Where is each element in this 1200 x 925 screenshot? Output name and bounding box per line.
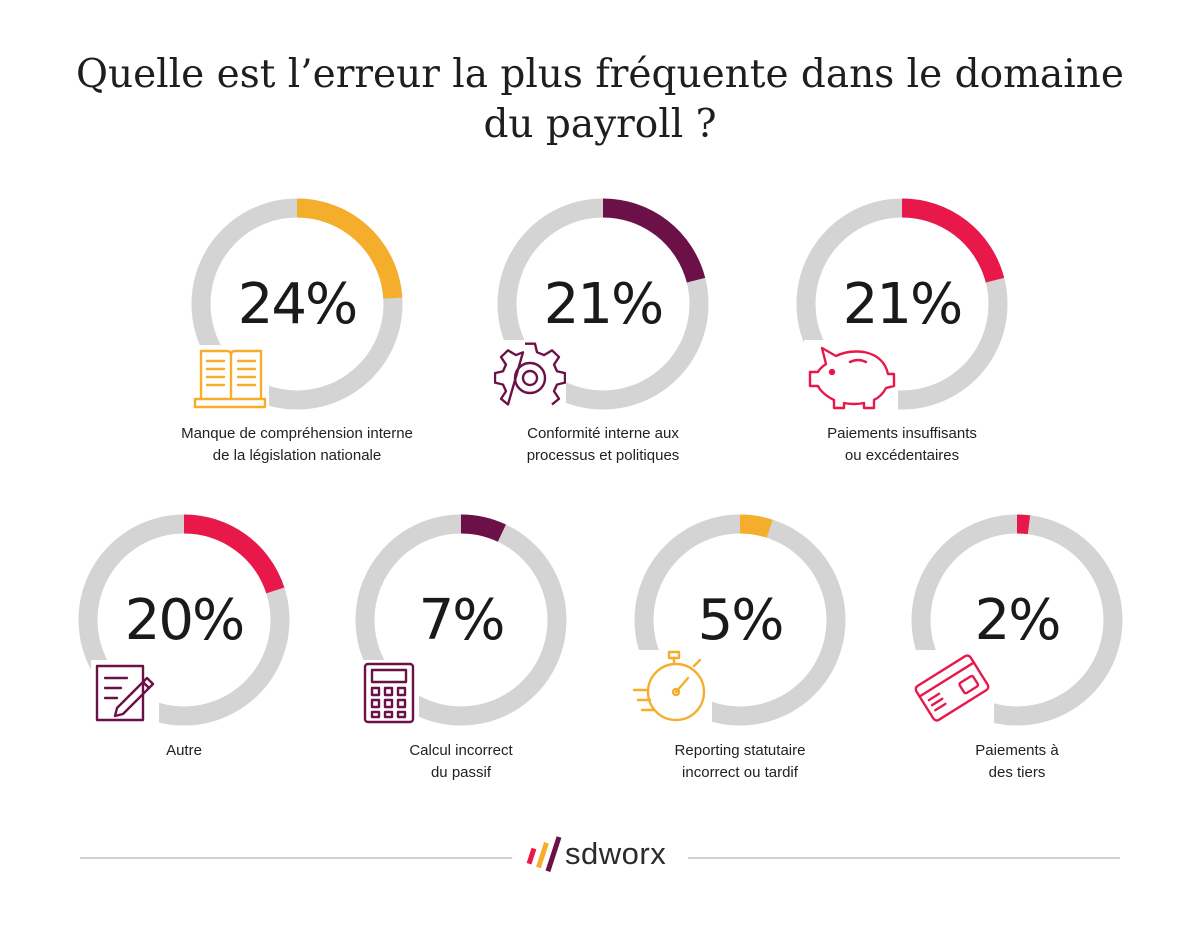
chart-title: Quelle est l’erreur la plus fréquente da…	[0, 50, 1200, 150]
donut-6-ring	[634, 514, 846, 726]
label-line: incorrect ou tardif	[682, 764, 798, 781]
donut-5-label: Calcul incorrect du passif	[321, 740, 601, 784]
donut-4: 20%	[78, 514, 290, 726]
donut-7-label: Paiements à des tiers	[877, 740, 1157, 784]
donut-2-label: Conformité interne aux processus et poli…	[463, 423, 743, 467]
logo-bar	[536, 842, 549, 869]
logo-bar	[545, 836, 562, 873]
label-line: du passif	[430, 764, 492, 781]
donut-3-ring	[796, 198, 1008, 410]
chart-title-line-1: Quelle est l’erreur la plus fréquente da…	[76, 52, 1124, 97]
label-line: Paiements à	[975, 742, 1059, 759]
label-line: Conformité interne aux	[527, 425, 679, 442]
donut-6: 5%	[634, 514, 846, 726]
donut-5: 7%	[355, 514, 567, 726]
footer-divider-right	[688, 857, 1120, 859]
label-line: des tiers	[988, 764, 1046, 781]
chart-title-line-2: du payroll ?	[483, 102, 717, 147]
logo-mark-icon	[526, 836, 562, 873]
sdworx-logo: sdworx	[523, 832, 683, 880]
label-line: Calcul incorrect	[409, 742, 513, 759]
donut-1: 24%	[191, 198, 403, 410]
donut-5-ring	[355, 514, 567, 726]
donut-3-label: Paiements insuffisants ou excédentaires	[762, 423, 1042, 467]
donut-4-ring	[78, 514, 290, 726]
donut-value-label: 24%	[237, 272, 358, 337]
label-line: Reporting statutaire	[674, 742, 806, 759]
label-line: ou excédentaires	[844, 447, 960, 464]
donut-value-label: 2%	[974, 588, 1062, 653]
donut-value-label: 5%	[697, 588, 785, 653]
donut-value-label: 21%	[842, 272, 963, 337]
donut-2: 21%	[497, 198, 709, 410]
donut-arc	[497, 198, 709, 410]
donut-2-ring	[497, 198, 709, 410]
footer-divider-left	[80, 857, 512, 859]
donut-7: 2%	[911, 514, 1123, 726]
logo-bar	[526, 847, 537, 865]
notepad-pen-icon	[91, 660, 159, 724]
donut-1-label: Manque de compréhension interne de la lé…	[157, 423, 437, 467]
donut-value-label: 20%	[124, 588, 245, 653]
label-line: Manque de compréhension interne	[181, 425, 413, 442]
logo-text: sdworx	[565, 836, 667, 871]
donut-3: 21%	[796, 198, 1008, 410]
label-line: de la législation nationale	[212, 447, 382, 464]
calculator-icon	[361, 660, 419, 726]
donut-4-label: Autre	[44, 740, 324, 762]
donut-1-ring	[191, 198, 403, 410]
label-line: Paiements insuffisants	[827, 425, 977, 442]
stopwatch-icon	[632, 650, 712, 724]
donut-arc	[78, 514, 290, 726]
donut-6-label: Reporting statutaire incorrect ou tardif	[600, 740, 880, 784]
label-line: processus et politiques	[526, 447, 680, 464]
donut-value-label: 7%	[418, 588, 506, 653]
label-line: Autre	[166, 742, 202, 759]
donut-arc	[355, 514, 567, 726]
donut-arc	[796, 198, 1008, 410]
credit-card-icon	[910, 650, 994, 724]
donut-arc	[634, 514, 846, 726]
donut-arc	[911, 514, 1123, 726]
donut-arc	[191, 198, 403, 410]
book-icon	[193, 345, 269, 413]
gear-icon	[494, 340, 566, 410]
donut-7-ring	[911, 514, 1123, 726]
donut-value-label: 21%	[543, 272, 664, 337]
piggy-bank-icon	[804, 340, 898, 412]
